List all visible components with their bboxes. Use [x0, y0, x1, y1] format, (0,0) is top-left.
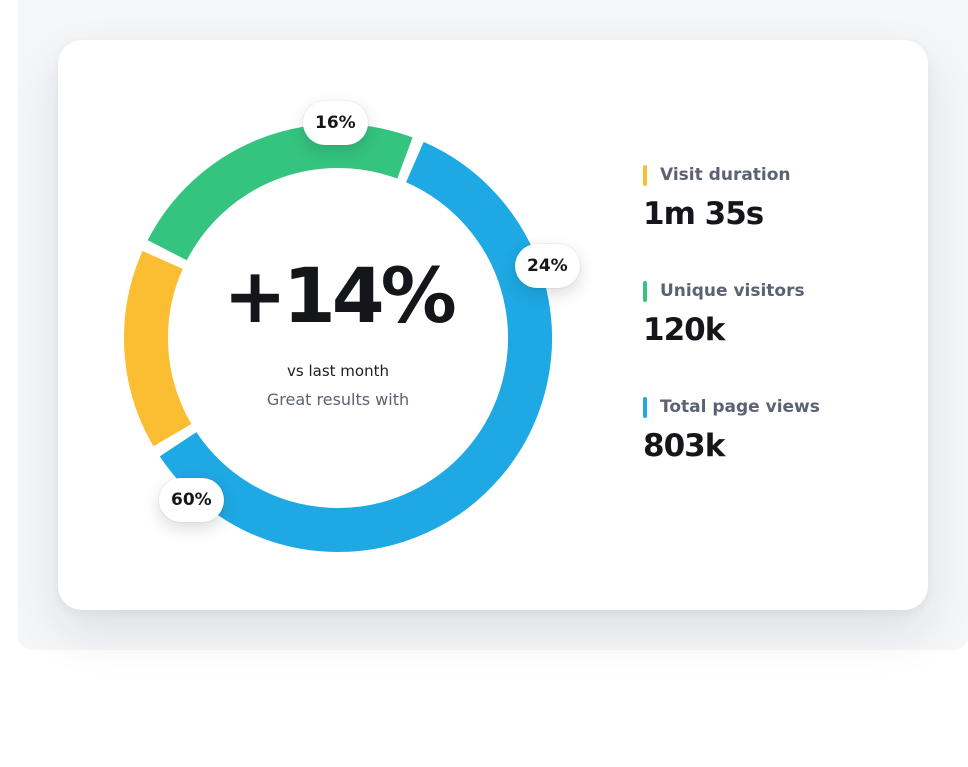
metric-unique-visitors: Unique visitors 120k — [643, 280, 913, 346]
slice-label-16: 16% — [303, 101, 368, 145]
total-page-views-label: Total page views — [660, 397, 820, 417]
unique-visitors-marker — [643, 280, 647, 302]
center-caption: Great results with — [266, 390, 410, 409]
slice-label-24: 24% — [515, 244, 580, 288]
visit-duration-value: 1m 35s — [643, 196, 764, 232]
metric-total-page-views: Total page views 803k — [643, 396, 913, 462]
center-subtitle: vs last month — [287, 362, 389, 380]
visit-duration-marker — [643, 164, 647, 186]
unique-visitors-value: 120k — [643, 312, 725, 348]
total-page-views-value: 803k — [643, 428, 725, 464]
visit-duration-label: Visit duration — [660, 165, 791, 185]
metric-visit-duration: Visit duration 1m 35s — [643, 164, 913, 230]
slice-label-60: 60% — [159, 478, 224, 522]
total-page-views-marker — [643, 396, 647, 418]
center-value: +14% — [223, 251, 457, 340]
unique-visitors-label: Unique visitors — [660, 281, 805, 301]
